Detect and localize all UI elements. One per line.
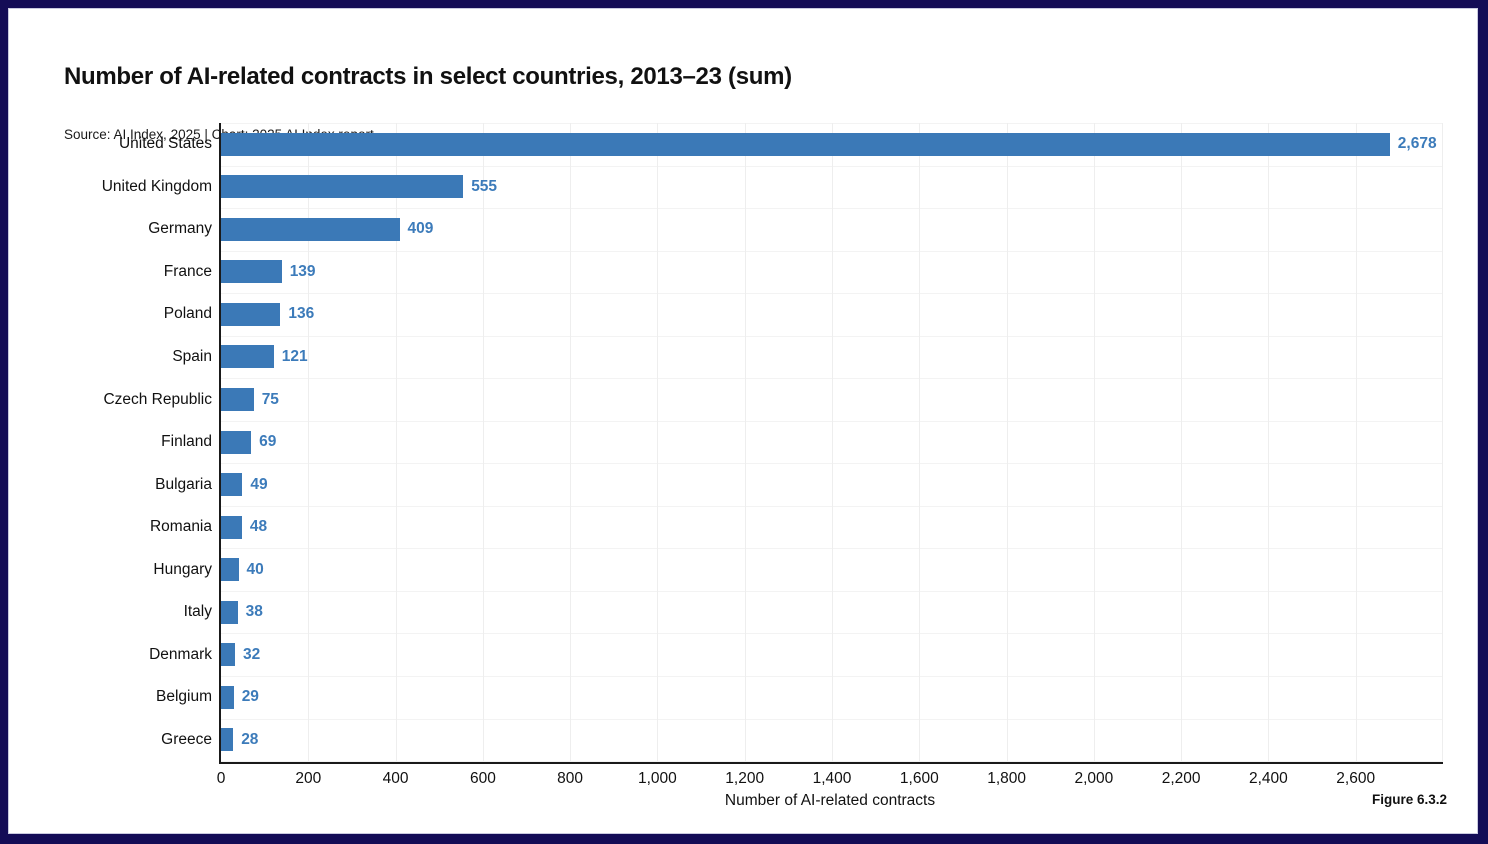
x-tick-label: 1,200	[725, 770, 765, 787]
value-label: 40	[246, 560, 264, 578]
vertical-gridline	[1181, 123, 1183, 761]
category-label: Czech Republic	[103, 390, 212, 408]
horizontal-gridline	[221, 761, 1443, 762]
x-tick-label: 1,600	[899, 770, 939, 787]
category-label: Romania	[149, 518, 212, 536]
bar	[221, 643, 235, 667]
bar	[221, 600, 238, 624]
x-tick-label: 2,200	[1161, 770, 1201, 787]
bar	[221, 175, 464, 199]
vertical-gridline	[1442, 123, 1443, 761]
x-tick-label: 0	[216, 770, 226, 787]
x-tick-label: 1,800	[987, 770, 1026, 787]
bar	[221, 430, 252, 454]
category-label: Spain	[172, 347, 212, 365]
value-label: 139	[289, 262, 316, 280]
category-label: France	[163, 262, 212, 280]
value-label: 2,678	[1397, 135, 1437, 153]
vertical-gridline	[482, 123, 484, 761]
vertical-gridline	[1093, 123, 1095, 761]
bar	[221, 685, 234, 709]
figure-number: Figure 6.3.2	[1371, 792, 1447, 807]
category-label: Belgium	[156, 688, 212, 706]
x-tick-label: 800	[557, 770, 584, 787]
value-label: 48	[249, 518, 268, 536]
bar	[221, 132, 1390, 156]
x-axis-label: Number of AI-related contracts	[724, 792, 936, 809]
value-label: 29	[241, 688, 259, 706]
x-tick-label: 600	[469, 770, 496, 787]
x-tick-label: 200	[295, 770, 322, 787]
value-label: 32	[243, 645, 261, 663]
value-label: 49	[250, 475, 268, 493]
x-tick-label: 2,400	[1248, 770, 1288, 787]
category-label: Denmark	[149, 645, 212, 663]
x-tick-label: 2,600	[1336, 770, 1376, 787]
value-label: 38	[245, 603, 263, 621]
bar	[221, 260, 282, 284]
x-tick-label: 1,400	[812, 770, 852, 787]
value-label: 75	[261, 390, 279, 408]
vertical-gridline	[395, 123, 397, 761]
value-label: 69	[259, 433, 277, 450]
category-label: Greece	[161, 730, 212, 748]
bar	[221, 302, 281, 326]
vertical-gridline	[1268, 123, 1270, 761]
value-label: 136	[288, 305, 315, 323]
chart-panel: Number of AI-related contracts in select…	[8, 8, 1478, 834]
bar	[221, 388, 254, 411]
category-label: United Kingdom	[101, 177, 212, 195]
vertical-gridline	[1355, 123, 1357, 761]
x-tick-label: 2,000	[1074, 770, 1114, 787]
vertical-gridline	[832, 123, 833, 761]
category-label: Finland	[161, 433, 212, 450]
category-label: United States	[118, 135, 212, 153]
category-label: Poland	[163, 305, 212, 323]
chart-title: Number of AI-related contracts in select…	[64, 63, 792, 90]
vertical-gridline	[744, 123, 746, 761]
category-label: Hungary	[153, 560, 212, 578]
vertical-gridline	[919, 123, 921, 761]
value-label: 28	[241, 730, 259, 748]
category-label: Italy	[183, 603, 212, 621]
vertical-gridline	[570, 123, 572, 761]
value-label: 409	[407, 220, 434, 238]
vertical-gridline	[657, 123, 659, 761]
x-tick-label: 1,000	[637, 770, 677, 787]
bar	[221, 728, 234, 752]
bar	[221, 515, 242, 539]
vertical-gridline	[1006, 123, 1008, 761]
vertical-gridline	[308, 123, 310, 761]
value-label: 121	[281, 347, 308, 365]
x-tick-label: 400	[382, 770, 409, 787]
category-label: Germany	[148, 220, 212, 238]
category-label: Bulgaria	[155, 475, 212, 493]
value-label: 555	[471, 177, 498, 195]
bar	[221, 473, 243, 496]
bar	[221, 558, 239, 582]
bar	[221, 217, 400, 241]
bar	[221, 345, 274, 369]
plot-area: 0 200 400 600 800 1,000 1,200 1,400 1,600 1,800 2,…	[102, 123, 1443, 787]
